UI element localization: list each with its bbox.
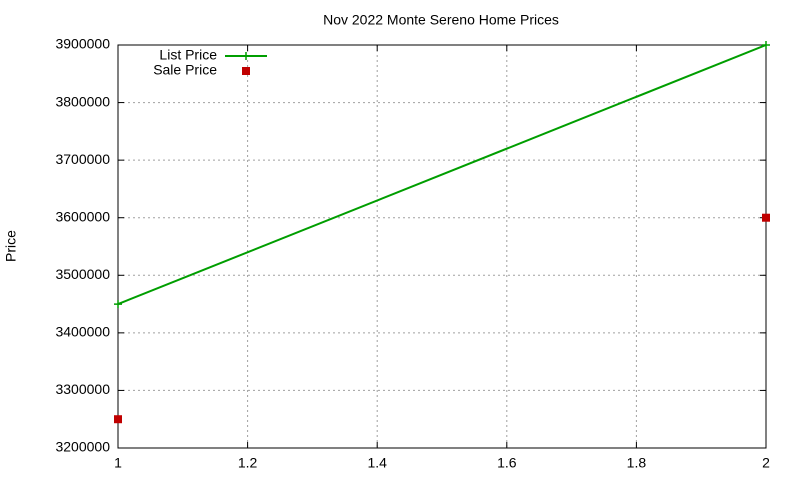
- y-tick-label: 3700000: [55, 151, 110, 167]
- legend-label: Sale Price: [153, 62, 217, 78]
- legend-label: List Price: [159, 47, 217, 63]
- series-line: [117, 44, 767, 305]
- x-tick-label: 1.2: [238, 455, 258, 471]
- y-tick-label: 3600000: [55, 208, 110, 224]
- data-point: [762, 41, 770, 49]
- y-axis-label: Price: [3, 230, 19, 262]
- data-point: [114, 415, 122, 424]
- data-point: [762, 213, 770, 222]
- legend-marker: [242, 67, 250, 75]
- x-tick-label: 2: [762, 455, 770, 471]
- chart-title: Nov 2022 Monte Sereno Home Prices: [323, 12, 559, 28]
- y-tick-label: 3900000: [55, 36, 110, 52]
- x-tick-label: 1: [114, 455, 122, 471]
- y-tick-label: 3400000: [55, 324, 110, 340]
- data-point: [114, 300, 122, 309]
- y-tick-label: 3500000: [55, 266, 110, 282]
- x-tick-label: 1.8: [627, 455, 647, 471]
- x-tick-label: 1.6: [497, 455, 517, 471]
- y-tick-label: 3200000: [55, 439, 110, 455]
- y-tick-label: 3300000: [55, 381, 110, 397]
- legend-marker: [242, 52, 250, 60]
- x-tick-label: 1.4: [367, 455, 387, 471]
- plot-border: [117, 44, 767, 449]
- y-tick-label: 3800000: [55, 93, 110, 109]
